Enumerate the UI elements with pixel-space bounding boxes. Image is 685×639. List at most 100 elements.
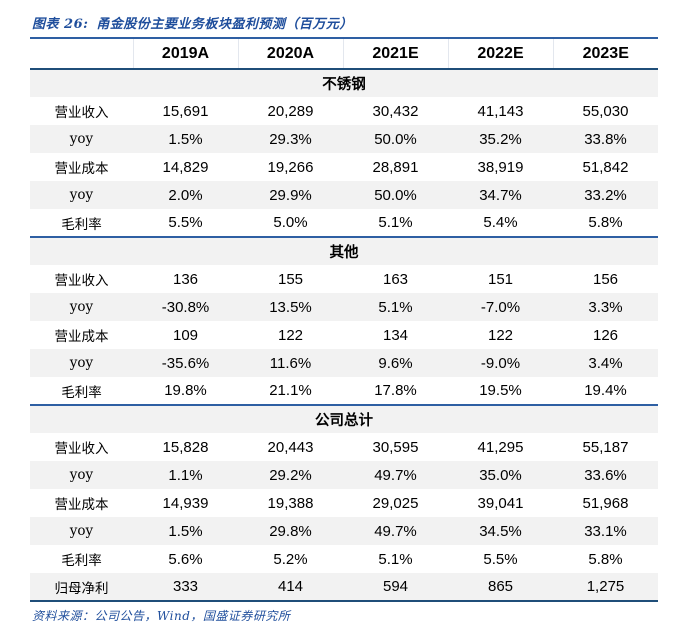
table-row: 营业成本 14,829 19,266 28,891 38,919 51,842: [30, 153, 658, 181]
row-label: 毛利率: [30, 377, 133, 405]
row-label: 归母净利: [30, 573, 133, 602]
cell-value: 55,030: [553, 97, 658, 125]
table-row: yoy -35.6% 11.6% 9.6% -9.0% 3.4%: [30, 349, 658, 377]
cell-value: 33.8%: [553, 125, 658, 153]
table-row: yoy 1.5% 29.8% 49.7% 34.5% 33.1%: [30, 517, 658, 545]
section-header-row: 不锈钢: [30, 69, 658, 97]
table-row: yoy 1.1% 29.2% 49.7% 35.0% 33.6%: [30, 461, 658, 489]
cell-value: 49.7%: [343, 461, 448, 489]
row-label: yoy: [30, 125, 133, 153]
cell-value: 51,968: [553, 489, 658, 517]
cell-value: 1.5%: [133, 125, 238, 153]
column-header-2023e: 2023E: [552, 39, 658, 70]
cell-value: 14,939: [133, 489, 238, 517]
column-header-row: 2019A 2020A 2021E 2022E 2023E: [30, 39, 658, 70]
column-header-2022e: 2022E: [447, 39, 553, 70]
figure-title: 图表 26: 甬金股份主要业务板块盈利预测（百万元）: [30, 10, 658, 39]
cell-value: 55,187: [553, 433, 658, 461]
column-header-rowlabel: [30, 39, 133, 70]
cell-value: 134: [343, 321, 448, 349]
column-header-2021e: 2021E: [342, 39, 448, 70]
cell-value: 109: [133, 321, 238, 349]
cell-value: 865: [448, 573, 553, 602]
section-title: 其他: [30, 236, 658, 265]
row-label: yoy: [30, 349, 133, 377]
table-row: 毛利率 5.5% 5.0% 5.1% 5.4% 5.8%: [30, 209, 658, 237]
cell-value: 5.1%: [343, 209, 448, 237]
cell-value: 5.5%: [448, 545, 553, 573]
cell-value: 30,432: [343, 97, 448, 125]
cell-value: 136: [133, 265, 238, 293]
cell-value: 414: [238, 573, 343, 602]
cell-value: 155: [238, 265, 343, 293]
table-row: 归母净利 333 414 594 865 1,275: [30, 573, 658, 602]
row-label: 营业收入: [30, 97, 133, 125]
figure-caption: 甬金股份主要业务板块盈利预测（百万元）: [96, 17, 353, 32]
cell-value: -30.8%: [133, 293, 238, 321]
section-header-row: 其他: [30, 236, 658, 265]
cell-value: 29.2%: [238, 461, 343, 489]
row-label: 毛利率: [30, 209, 133, 237]
cell-value: 3.3%: [553, 293, 658, 321]
cell-value: 5.8%: [553, 545, 658, 573]
cell-value: 19,266: [238, 153, 343, 181]
cell-value: 13.5%: [238, 293, 343, 321]
cell-value: 5.5%: [133, 209, 238, 237]
figure-label: 图表 26:: [32, 17, 89, 32]
cell-value: 15,828: [133, 433, 238, 461]
cell-value: 5.8%: [553, 209, 658, 237]
cell-value: 50.0%: [343, 125, 448, 153]
cell-value: 3.4%: [553, 349, 658, 377]
cell-value: 30,595: [343, 433, 448, 461]
cell-value: 35.2%: [448, 125, 553, 153]
profit-forecast-table: 2019A 2020A 2021E 2022E 2023E 不锈钢 营业收入 15,…: [30, 39, 658, 602]
table-row: 营业收入 15,828 20,443 30,595 41,295 55,187: [30, 433, 658, 461]
cell-value: 35.0%: [448, 461, 553, 489]
cell-value: 14,829: [133, 153, 238, 181]
cell-value: 19.5%: [448, 377, 553, 405]
table-row: yoy 2.0% 29.9% 50.0% 34.7% 33.2%: [30, 181, 658, 209]
section-header-row: 公司总计: [30, 404, 658, 433]
cell-value: 39,041: [448, 489, 553, 517]
cell-value: 41,143: [448, 97, 553, 125]
cell-value: 33.6%: [553, 461, 658, 489]
row-label: 营业成本: [30, 489, 133, 517]
cell-value: 17.8%: [343, 377, 448, 405]
cell-value: 126: [553, 321, 658, 349]
cell-value: 5.1%: [343, 293, 448, 321]
cell-value: 1.5%: [133, 517, 238, 545]
column-header-2020a: 2020A: [237, 39, 343, 70]
row-label: yoy: [30, 293, 133, 321]
cell-value: 5.2%: [238, 545, 343, 573]
row-label: 营业收入: [30, 265, 133, 293]
section-title: 不锈钢: [30, 69, 658, 97]
cell-value: 156: [553, 265, 658, 293]
cell-value: 1,275: [553, 573, 658, 602]
cell-value: 34.5%: [448, 517, 553, 545]
row-label: 营业收入: [30, 433, 133, 461]
row-label: 毛利率: [30, 545, 133, 573]
cell-value: 34.7%: [448, 181, 553, 209]
cell-value: -35.6%: [133, 349, 238, 377]
row-label: 营业成本: [30, 153, 133, 181]
table-row: 营业成本 109 122 134 122 126: [30, 321, 658, 349]
row-label: 营业成本: [30, 321, 133, 349]
cell-value: 38,919: [448, 153, 553, 181]
cell-value: 333: [133, 573, 238, 602]
column-header-2019a: 2019A: [132, 39, 238, 70]
cell-value: 49.7%: [343, 517, 448, 545]
cell-value: 51,842: [553, 153, 658, 181]
cell-value: 20,443: [238, 433, 343, 461]
cell-value: 21.1%: [238, 377, 343, 405]
cell-value: 11.6%: [238, 349, 343, 377]
cell-value: 122: [238, 321, 343, 349]
table-row: yoy -30.8% 13.5% 5.1% -7.0% 3.3%: [30, 293, 658, 321]
cell-value: 5.4%: [448, 209, 553, 237]
table-row: 营业成本 14,939 19,388 29,025 39,041 51,968: [30, 489, 658, 517]
cell-value: 163: [343, 265, 448, 293]
cell-value: -9.0%: [448, 349, 553, 377]
table-row: yoy 1.5% 29.3% 50.0% 35.2% 33.8%: [30, 125, 658, 153]
cell-value: 15,691: [133, 97, 238, 125]
section-title: 公司总计: [30, 404, 658, 433]
table-row: 营业收入 136 155 163 151 156: [30, 265, 658, 293]
